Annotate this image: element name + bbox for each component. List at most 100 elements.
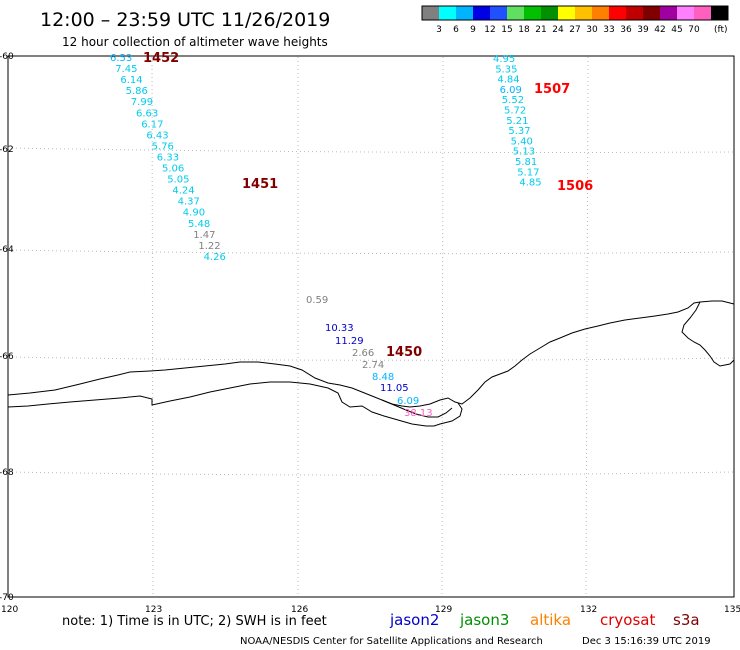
lat-label-64: -64 (0, 245, 14, 255)
swh-value: 2.74 (362, 360, 384, 371)
colorbar-border (421, 5, 729, 21)
coastline-lower (7, 381, 463, 427)
swh-value: 0.59 (306, 295, 328, 306)
swh-value: 5.35 (495, 64, 517, 75)
lon-label-126: 126 (291, 605, 308, 615)
swh-value: 5.13 (513, 147, 535, 158)
colorbar-swatch (592, 6, 609, 20)
legend-jason3: jason3 (459, 611, 509, 629)
legend-s3a: s3a (673, 611, 700, 629)
colorbar-label: 30 (586, 25, 598, 35)
map-title: 12:00 – 23:59 UTC 11/26/2019 (40, 9, 330, 31)
colorbar-label: 9 (470, 25, 476, 35)
meridian-129 (441, 56, 444, 598)
track-time-label: 1506 (557, 179, 593, 194)
swh-value: 5.72 (504, 106, 526, 117)
colorbar: 3 6 9 12 15 18 21 24 27 30 33 36 39 42 45 70 (421, 5, 729, 35)
swh-value: 4.85 (519, 178, 541, 189)
colorbar-label: 6 (453, 25, 459, 35)
colorbar-label: 3 (436, 25, 442, 35)
swh-value: 38.13 (404, 408, 433, 419)
swh-value: 8.48 (372, 372, 394, 383)
swh-value: 5.40 (511, 136, 533, 147)
track-1506: 1506 (557, 179, 593, 194)
lon-label-129: 129 (435, 605, 452, 615)
track-time-label: 1507 (534, 82, 570, 97)
swh-value: 1.47 (193, 230, 215, 241)
swh-value: 1.22 (198, 241, 220, 252)
lon-label-123: 123 (145, 605, 162, 615)
colorbar-unit: (ft) (714, 25, 728, 35)
swh-value: 10.33 (325, 323, 354, 334)
colorbar-swatch (677, 6, 694, 20)
colorbar-swatch (541, 6, 558, 20)
swh-value: 4.95 (493, 54, 515, 65)
swh-value: 4.84 (497, 75, 519, 86)
lat-label-70: -70 (0, 593, 14, 603)
colorbar-label: 36 (620, 25, 632, 35)
track-1452: 6.537.456.145.867.996.636.176.435.766.33… (110, 51, 226, 263)
lat-label-62: -62 (0, 145, 14, 155)
plot-frame (7, 55, 735, 598)
swh-value: 6.33 (157, 152, 179, 163)
swh-value: 6.09 (500, 85, 522, 96)
altimeter-tracks: 6.537.456.145.867.996.636.176.435.766.33… (110, 51, 593, 419)
colorbar-label: 12 (484, 25, 495, 35)
colorbar-label: 21 (535, 25, 546, 35)
swh-value: 5.06 (162, 164, 184, 175)
swh-value: 5.86 (126, 86, 148, 97)
swh-value: 7.45 (115, 64, 137, 75)
colorbar-label: 15 (501, 25, 512, 35)
track-1451: 1451 (242, 177, 278, 192)
colorbar-swatch (439, 6, 456, 20)
colorbar-swatch (626, 6, 643, 20)
colorbar-swatch (473, 6, 490, 20)
parallel-64 (7, 249, 735, 255)
swh-value: 4.26 (204, 252, 226, 263)
colorbar-label: 70 (688, 25, 700, 35)
east-bay-coast (681, 301, 735, 367)
colorbar-swatch (456, 6, 473, 20)
legend-altika: altika (530, 611, 571, 629)
legend-cryosat: cryosat (600, 611, 655, 629)
colorbar-label: 42 (654, 25, 665, 35)
track-time-label: 1451 (242, 177, 278, 192)
swh-value: 11.05 (380, 383, 409, 394)
meridian-132 (585, 56, 589, 598)
colorbar-swatch (609, 6, 626, 20)
colorbar-swatch (490, 6, 507, 20)
swh-value: 6.14 (120, 75, 142, 86)
swh-value: 2.66 (352, 348, 374, 359)
swh-value: 5.17 (517, 167, 539, 178)
lat-label-68: -68 (0, 468, 14, 478)
swh-value: 5.48 (188, 219, 210, 230)
track-time-label: 1452 (143, 51, 179, 66)
antarctic-coastline (7, 300, 735, 408)
swh-value: 11.29 (335, 336, 364, 347)
swh-value: 6.63 (136, 108, 158, 119)
colorbar-swatch (422, 6, 439, 20)
swh-value: 4.24 (172, 186, 194, 197)
footer-timestamp: Dec 3 15:16:39 UTC 2019 (582, 636, 711, 647)
swh-value: 6.43 (146, 130, 168, 141)
colorbar-swatch (660, 6, 677, 20)
colorbar-swatch (694, 6, 711, 20)
swh-value: 5.37 (508, 126, 530, 137)
parallel-62 (7, 147, 735, 153)
colorbar-label: 33 (603, 25, 614, 35)
swh-value: 5.81 (515, 157, 537, 168)
swh-value: 7.99 (131, 97, 153, 108)
colorbar-label: 18 (518, 25, 530, 35)
colorbar-label: 24 (552, 25, 564, 35)
colorbar-label: 27 (569, 25, 580, 35)
track-1507: 4.955.354.846.095.525.725.215.375.405.13… (493, 54, 570, 189)
colorbar-swatch (643, 6, 660, 20)
colorbar-swatch (507, 6, 524, 20)
swh-value: 5.05 (167, 175, 189, 186)
swh-value: 6.09 (397, 396, 419, 407)
colorbar-swatch (524, 6, 541, 20)
swh-value: 4.37 (178, 197, 200, 208)
lat-label-60: -60 (0, 52, 14, 62)
lat-label-66: -66 (0, 352, 14, 362)
